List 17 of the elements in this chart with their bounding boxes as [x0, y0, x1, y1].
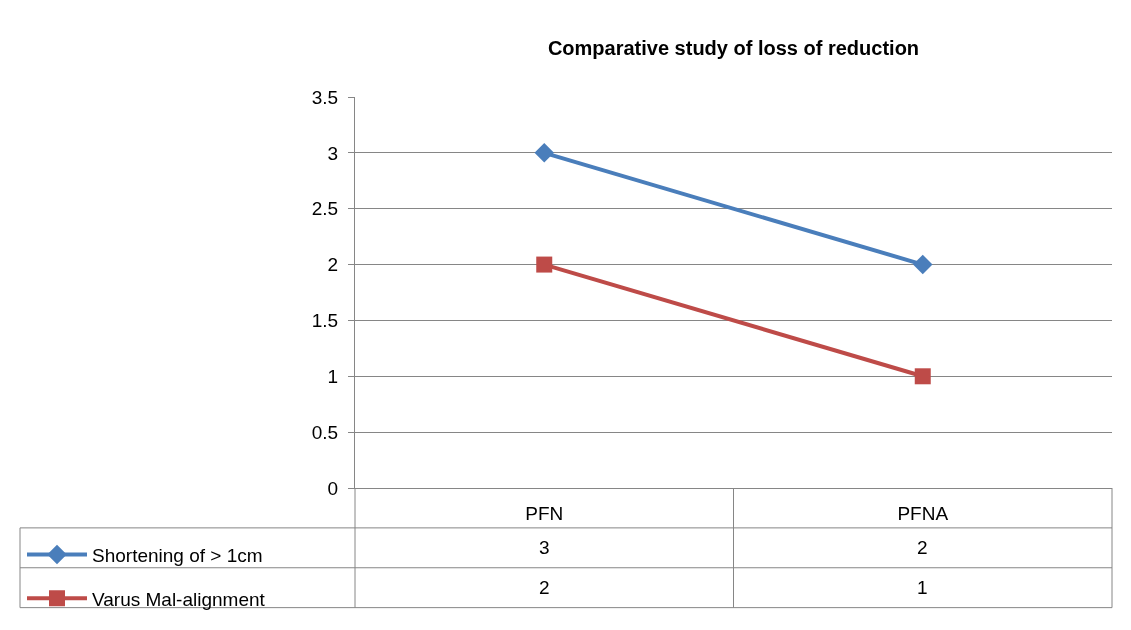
y-tick-label: 1 — [327, 365, 339, 387]
x-tick-label: PFNA — [897, 502, 949, 524]
y-tick-label: 3.5 — [311, 86, 339, 108]
data-label: 2 — [917, 537, 928, 558]
y-tick-label: 2 — [327, 254, 339, 276]
data-label: 2 — [539, 577, 550, 598]
y-tick-label: 2.5 — [311, 198, 339, 220]
legend-label: Shortening of > 1cm — [92, 544, 263, 566]
data-label: 1 — [917, 577, 928, 598]
data-label: 3 — [539, 537, 550, 558]
y-tick-label: 0.5 — [311, 421, 339, 443]
y-tick-label: 3 — [327, 142, 339, 164]
chart-title: Comparative study of loss of reduction — [547, 37, 920, 59]
y-tick-label: 1.5 — [311, 310, 339, 332]
y-tick-label: 0 — [327, 477, 339, 499]
legend-label: Varus Mal-alignment — [92, 588, 266, 610]
x-tick-label: PFN — [525, 502, 564, 524]
